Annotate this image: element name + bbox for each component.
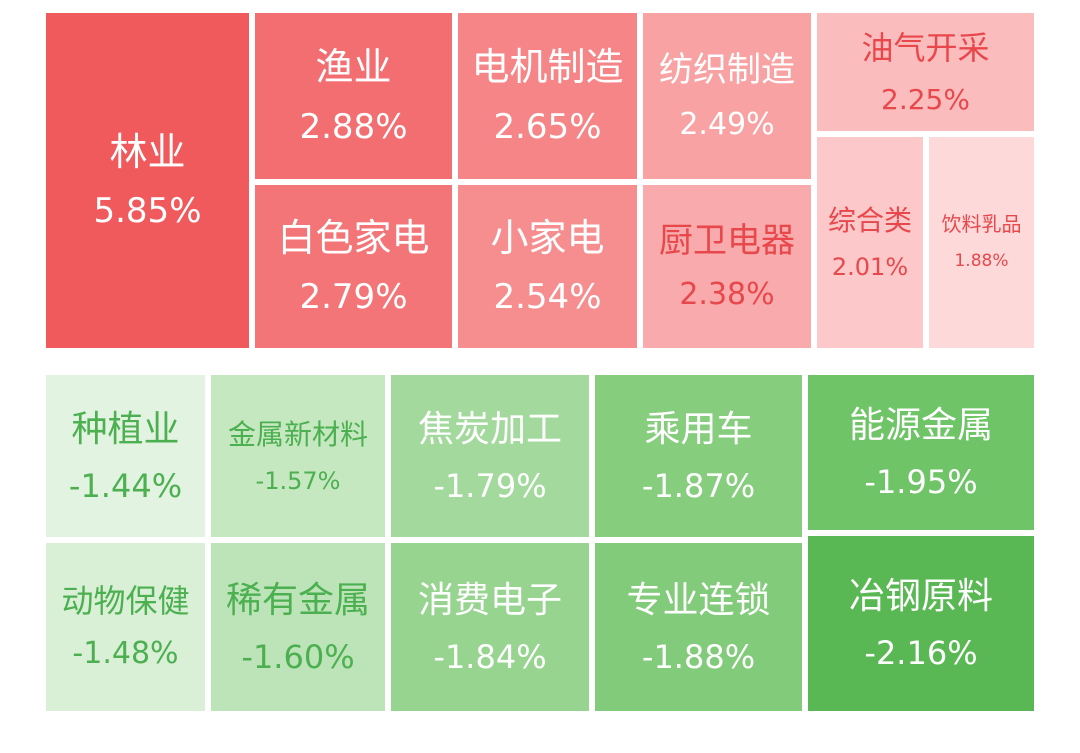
- change-percent: -1.44%: [68, 466, 183, 505]
- gainer-tile[interactable]: 渔业 2.88%: [255, 13, 452, 179]
- gainer-tile[interactable]: 油气开采 2.25%: [817, 13, 1034, 131]
- loser-tile[interactable]: 种植业 -1.44%: [46, 375, 205, 537]
- change-percent: 5.85%: [93, 191, 202, 231]
- change-percent: -1.87%: [641, 466, 756, 505]
- gainer-tile[interactable]: 白色家电 2.79%: [255, 185, 452, 348]
- loser-tile[interactable]: 专业连锁 -1.88%: [595, 543, 802, 711]
- industry-name: 金属新材料: [227, 417, 368, 451]
- industry-name: 专业连锁: [626, 579, 771, 621]
- change-percent: -1.57%: [255, 466, 341, 495]
- change-percent: -1.84%: [433, 637, 547, 676]
- loser-tile[interactable]: 稀有金属 -1.60%: [211, 543, 385, 711]
- gainer-tile[interactable]: 纺织制造 2.49%: [643, 13, 811, 179]
- industry-name: 小家电: [490, 215, 605, 260]
- loser-tile[interactable]: 冶钢原料 -2.16%: [808, 536, 1034, 711]
- industry-name: 乘用车: [644, 408, 753, 450]
- industry-name: 纺织制造: [659, 50, 795, 90]
- loser-tile[interactable]: 焦炭加工 -1.79%: [391, 375, 589, 537]
- loser-tile[interactable]: 消费电子 -1.84%: [391, 543, 589, 711]
- industry-name: 消费电子: [417, 579, 562, 621]
- industry-name: 动物保健: [61, 582, 190, 621]
- change-percent: 2.54%: [493, 277, 602, 317]
- gainer-tile[interactable]: 电机制造 2.65%: [458, 13, 637, 179]
- industry-name: 稀有金属: [225, 579, 370, 621]
- change-percent: 2.88%: [299, 106, 408, 147]
- change-percent: 2.25%: [881, 82, 970, 116]
- industry-name: 焦炭加工: [417, 408, 562, 450]
- industry-name: 综合类: [827, 204, 912, 237]
- change-percent: -1.48%: [72, 636, 179, 672]
- change-percent: -2.16%: [864, 634, 978, 672]
- gainer-tile[interactable]: 饮料乳品 1.88%: [929, 137, 1034, 348]
- loser-tile[interactable]: 动物保健 -1.48%: [46, 543, 205, 711]
- industry-name: 厨卫电器: [659, 220, 795, 261]
- gainer-tile[interactable]: 林业 5.85%: [46, 13, 249, 348]
- industry-name: 电机制造: [471, 45, 624, 89]
- change-percent: 1.88%: [954, 251, 1009, 272]
- change-percent: 2.49%: [679, 106, 775, 142]
- gainer-tile[interactable]: 综合类 2.01%: [817, 137, 923, 348]
- change-percent: 2.38%: [679, 277, 775, 312]
- change-percent: -1.88%: [641, 637, 756, 676]
- industry-name: 种植业: [71, 408, 180, 450]
- loser-tile[interactable]: 乘用车 -1.87%: [595, 375, 802, 537]
- gainer-tile[interactable]: 厨卫电器 2.38%: [643, 185, 811, 348]
- change-percent: 2.01%: [831, 253, 909, 281]
- industry-name: 林业: [109, 129, 186, 174]
- industry-name: 白色家电: [277, 215, 430, 260]
- industry-name: 油气开采: [861, 28, 990, 67]
- industry-name: 能源金属: [848, 405, 993, 446]
- change-percent: -1.60%: [241, 637, 355, 676]
- change-percent: -1.95%: [864, 463, 978, 501]
- change-percent: -1.79%: [433, 466, 547, 505]
- industry-name: 冶钢原料: [848, 576, 993, 617]
- change-percent: 2.65%: [493, 106, 602, 147]
- change-percent: 2.79%: [299, 277, 408, 317]
- industry-name: 渔业: [315, 45, 392, 89]
- gainer-tile[interactable]: 小家电 2.54%: [458, 185, 637, 348]
- loser-tile[interactable]: 能源金属 -1.95%: [808, 375, 1034, 530]
- loser-tile[interactable]: 金属新材料 -1.57%: [211, 375, 385, 537]
- industry-name: 饮料乳品: [941, 212, 1022, 237]
